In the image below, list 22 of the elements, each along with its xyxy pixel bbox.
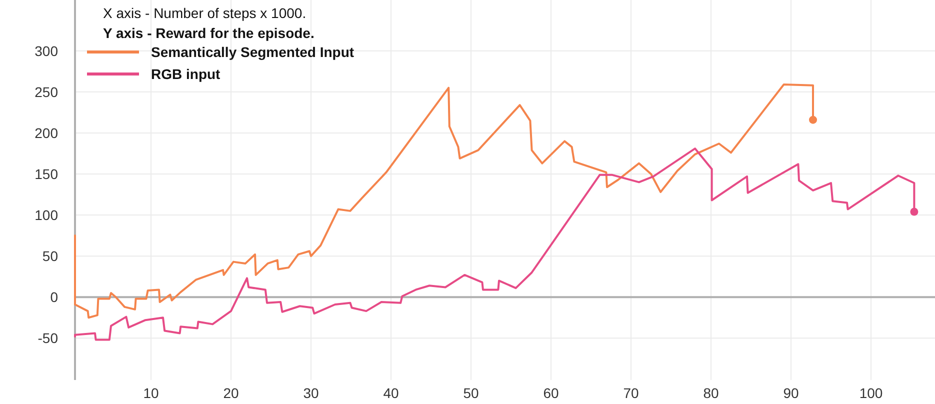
legend-label: RGB input: [151, 66, 221, 82]
y-tick-label: 100: [34, 206, 58, 223]
x-tick-label: 80: [703, 385, 719, 401]
x-tick-label: 90: [783, 385, 799, 401]
y-tick-label: 300: [34, 42, 58, 59]
y-tick-label: 250: [34, 84, 58, 100]
x-tick-label: 10: [143, 385, 159, 401]
y-tick-label: 200: [34, 124, 58, 141]
x-tick-label: 70: [623, 385, 639, 401]
x-tick-label: 20: [223, 385, 239, 401]
x-tick-label: 40: [383, 385, 399, 401]
x-tick-label: 50: [463, 385, 479, 401]
y-tick-label: 50: [42, 248, 58, 264]
y-tick-label: -50: [38, 330, 58, 346]
y-tick-label: 150: [34, 166, 58, 182]
y-tick-label: 0: [50, 289, 58, 306]
x-tick-label: 30: [303, 385, 319, 401]
annotation: X axis - Number of steps x 1000.: [103, 5, 306, 21]
legend-label: Semantically Segmented Input: [151, 44, 354, 60]
annotation: Y axis - Reward for the episode.: [103, 25, 314, 41]
x-tick-label: 60: [543, 385, 559, 401]
x-tick-label: 100: [859, 385, 883, 401]
